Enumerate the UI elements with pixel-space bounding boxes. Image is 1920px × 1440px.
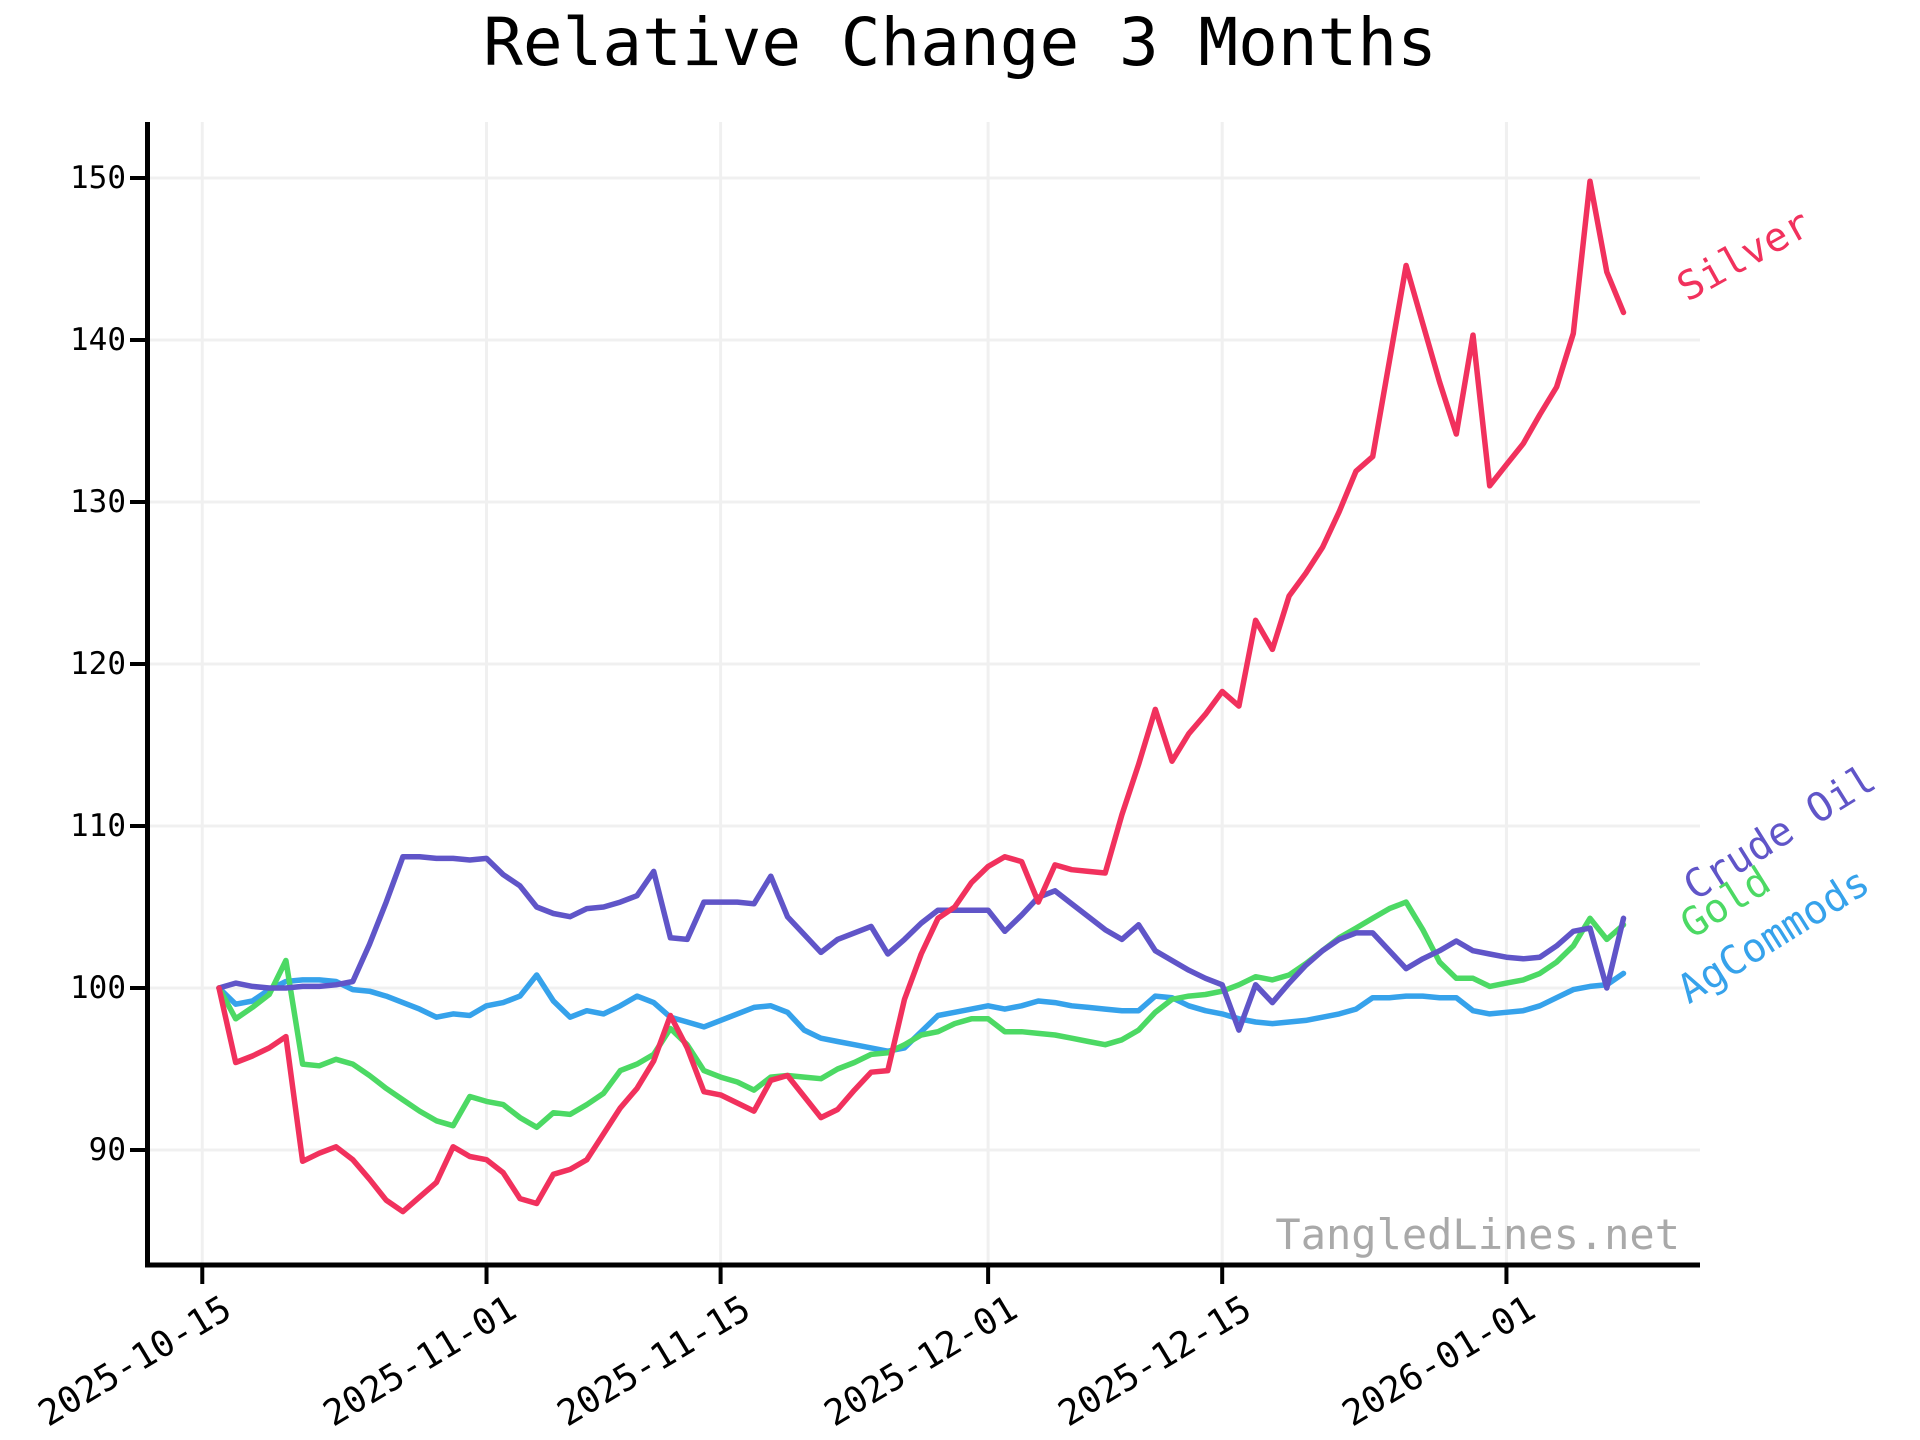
- y-tick-label: 120: [70, 646, 126, 682]
- y-tick-label: 150: [70, 160, 126, 196]
- y-tick-label: 110: [70, 808, 126, 844]
- chart-title: Relative Change 3 Months: [483, 4, 1437, 81]
- y-tick-label: 100: [70, 970, 126, 1006]
- y-tick-label: 140: [70, 322, 126, 358]
- y-tick-label: 90: [88, 1132, 126, 1168]
- series-line-crude-oil: [216, 854, 1627, 1033]
- y-tick-label: 130: [70, 484, 126, 520]
- series-line-gold: [216, 899, 1627, 1131]
- watermark: TangledLines.net: [1275, 1210, 1680, 1259]
- series-line-agcommods: [216, 970, 1627, 1054]
- series-line-silver: [216, 178, 1627, 1215]
